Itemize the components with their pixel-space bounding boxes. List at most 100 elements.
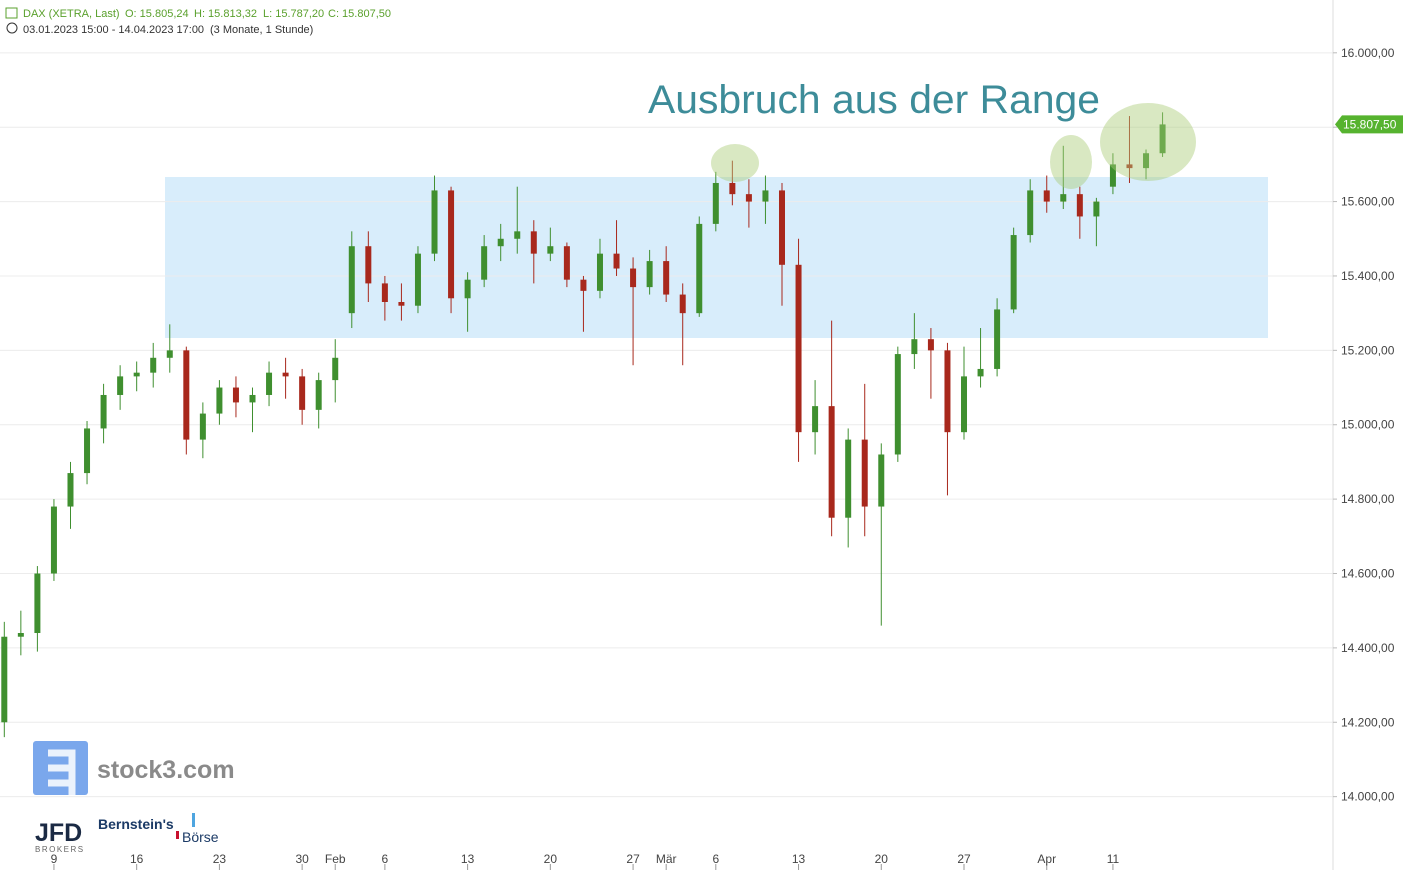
candle-body: [878, 454, 885, 507]
axes: 14.000,00 14.200,00 14.400,00 14.600,00 14.8…: [51, 46, 1403, 870]
logo-text: stock3.com: [97, 756, 235, 784]
x-tick-label: 27: [626, 852, 640, 866]
candle-body: [232, 387, 239, 403]
candle-body: [778, 190, 785, 265]
candle-body: [100, 394, 107, 429]
candle-body: [845, 439, 852, 518]
x-tick-label: Apr: [1037, 852, 1056, 866]
candle-body: [299, 376, 306, 410]
candle-body: [84, 428, 91, 474]
interval: (3 Monate, 1 Stunde): [210, 24, 313, 36]
x-tick-label: 30: [295, 852, 309, 866]
candle-body: [1076, 194, 1083, 217]
candle-body: [861, 439, 868, 507]
logo-bar: [192, 813, 195, 827]
candle-body: [381, 283, 388, 302]
candle-body: [812, 406, 819, 433]
candle-body: [977, 368, 984, 377]
y-tick-label: 14.600,00: [1341, 566, 1395, 580]
candle-body: [1060, 194, 1067, 202]
candle-body: [216, 387, 223, 414]
candle-body: [563, 246, 570, 280]
annotation: Ausbruch aus der Range: [648, 78, 1100, 122]
candle-body: [1109, 164, 1116, 187]
x-tick-label: 20: [544, 852, 558, 866]
x-tick-label: 27: [957, 852, 971, 866]
candle-body: [365, 246, 372, 284]
candle-body: [729, 182, 736, 195]
candle-body: [762, 190, 769, 202]
stock3-logo: stock3.com: [33, 741, 235, 795]
highlight: [1100, 103, 1196, 181]
chart-title: DAX (XETRA, Last): [23, 8, 120, 20]
candle-body: [282, 372, 289, 377]
candle-body: [266, 372, 273, 395]
candle-body: [795, 264, 802, 433]
candle-body: [1093, 201, 1100, 217]
highlight: [711, 144, 759, 182]
y-tick-label: 15.000,00: [1341, 418, 1395, 432]
candle-body: [150, 357, 157, 373]
candle-body: [348, 246, 355, 314]
candle-body: [961, 376, 968, 433]
y-tick-label: 14.200,00: [1341, 715, 1395, 729]
y-tick-label: 14.000,00: [1341, 790, 1395, 804]
candle-body: [464, 279, 471, 299]
candle-body: [17, 633, 24, 637]
candle-body: [414, 253, 421, 306]
x-tick-label: 23: [213, 852, 227, 866]
jfd-logo: JFD BROKERS Bernstein's Börse: [35, 813, 219, 854]
candle-body: [1010, 235, 1017, 310]
candle-body: [745, 194, 752, 202]
candle-body: [1143, 153, 1150, 169]
candle-body: [67, 473, 74, 507]
candle-body: [398, 301, 405, 306]
candle-body: [199, 413, 206, 440]
jfd-sub: BROKERS: [35, 845, 85, 854]
candle-body: [911, 339, 918, 355]
candle-body: [580, 279, 587, 291]
candle-body: [166, 350, 173, 358]
x-tick-label: 9: [51, 852, 58, 866]
x-tick-label: 6: [712, 852, 719, 866]
candle-body: [448, 190, 455, 299]
y-tick-label: 15.400,00: [1341, 269, 1395, 283]
last-price-label: 15.807,50: [1343, 117, 1397, 131]
x-tick-label: 6: [382, 852, 389, 866]
candle-body: [481, 246, 488, 280]
ohlc-high: H: 15.813,32: [194, 8, 257, 20]
candles: [1, 112, 1166, 738]
candle-body: [1159, 124, 1166, 154]
candle-body: [117, 376, 124, 395]
candle-body: [828, 406, 835, 518]
candle-body: [613, 253, 620, 269]
x-tick-label: 16: [130, 852, 144, 866]
candle-body: [663, 261, 670, 295]
candle-body: [994, 309, 1001, 369]
candle-body: [431, 190, 438, 254]
x-tick-label: 13: [792, 852, 806, 866]
candle-body: [133, 372, 140, 377]
candle-body: [646, 261, 653, 288]
candle-body: [34, 573, 41, 634]
x-tick-label: Mär: [656, 852, 677, 866]
candle-body: [696, 223, 703, 314]
candle-body: [547, 246, 554, 254]
boerse-text: Börse: [182, 829, 219, 845]
logo-glyph: [48, 749, 76, 795]
candle-body: [1027, 190, 1034, 236]
candle-body: [712, 182, 719, 224]
y-tick-label: 14.800,00: [1341, 492, 1395, 506]
candle-body: [944, 350, 951, 433]
y-tick-label: 16.000,00: [1341, 46, 1395, 60]
candle-body: [1, 636, 8, 723]
ohlc-close: C: 15.807,50: [328, 8, 391, 20]
y-tick-label: 14.400,00: [1341, 641, 1395, 655]
bernstein-text: Bernstein's: [98, 816, 174, 832]
x-tick-label: 20: [875, 852, 889, 866]
grid: [0, 52, 1333, 798]
candle-body: [630, 268, 637, 288]
candle-body: [679, 294, 686, 314]
logo-bar: [176, 831, 179, 839]
